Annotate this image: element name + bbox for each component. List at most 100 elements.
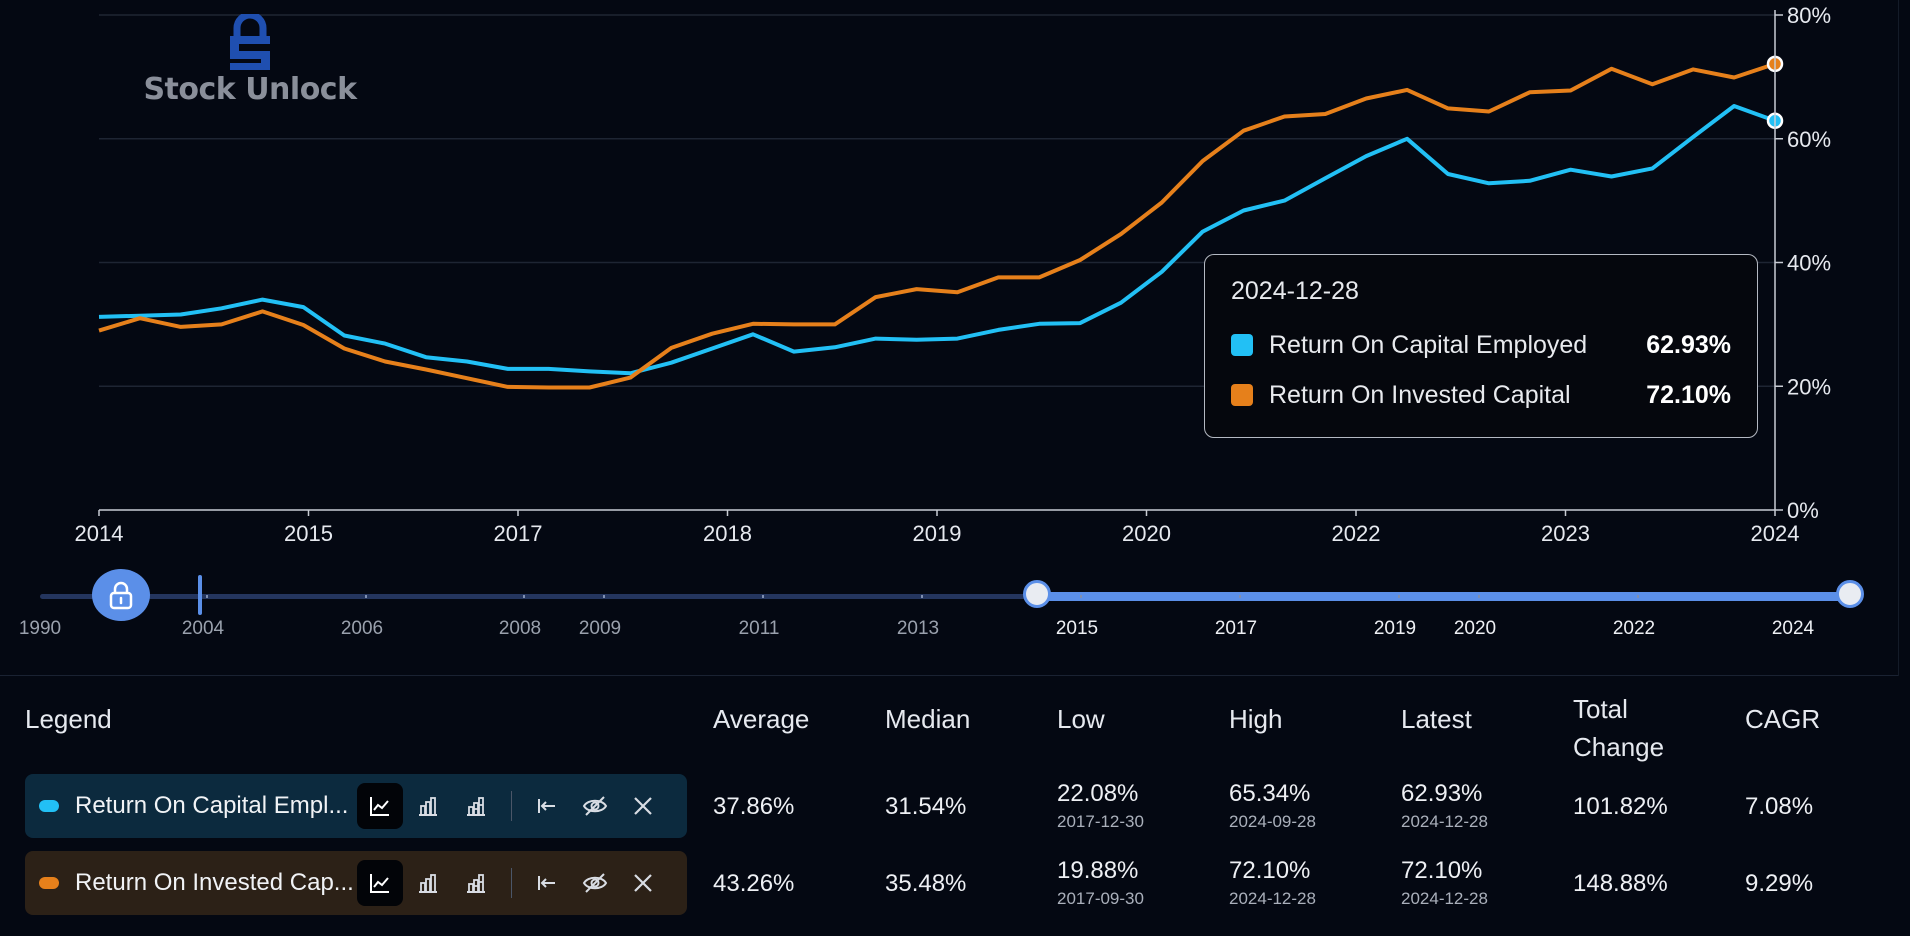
slider-year-label: 2013 [896,618,940,639]
average-value: 37.86% [713,793,795,820]
header-total-change-line2: Change [1573,732,1665,762]
tooltip-row: Return On Capital Employed 62.93% [1231,320,1731,370]
remove-series-button[interactable] [620,783,666,829]
lock-button[interactable] [92,569,150,621]
header-low[interactable]: Low [1057,704,1105,734]
header-legend: Legend [25,704,112,734]
tooltip-date: 2024-12-28 [1231,277,1359,305]
slider-track[interactable] [40,594,1850,599]
slider-year-label: 2011 [738,618,780,639]
section-divider [0,675,1898,676]
slider-tick [921,595,923,598]
y-tick-label: 60% [1787,127,1831,152]
slider-year-label: 1990 [18,618,62,639]
stacked-bar-toggle[interactable] [453,860,499,906]
header-cagr[interactable]: CAGR [1745,704,1821,734]
logo-icon [230,14,270,70]
tooltip-label: Return On Invested Capital [1269,380,1571,409]
header-total-change[interactable]: Total Change [1573,690,1664,766]
lock-icon [109,581,133,610]
cagr-value: 7.08% [1745,793,1814,820]
series-name[interactable]: Return On Invested Cap... [75,869,354,896]
x-tick-label: 2018 [703,521,752,546]
slider-tick [762,595,764,598]
high-value: 72.10% [1229,857,1311,884]
series-line [98,62,1776,390]
x-tick-label: 2014 [75,521,124,546]
slider-year-label: 2019 [1373,618,1417,639]
stock-unlock-logo: Stock Unlock [140,14,360,107]
slider-year-label: 2008 [498,618,542,639]
arrow-to-left-icon [538,876,555,890]
line-chart-icon [370,797,389,816]
legend-row-roic[interactable]: Return On Invested Cap... [25,851,687,915]
low-date: 2017-12-30 [1057,812,1144,831]
header-average[interactable]: Average [713,704,810,734]
slider-tick [1398,595,1400,598]
line-chart[interactable]: 0% 20% 40% 60% 80% 2014 2015 2017 2018 2019 2020 20… [0,0,1910,560]
slider-year-label: 2020 [1453,618,1497,639]
slider-year-label: 2009 [578,618,622,639]
line-chart-toggle[interactable] [357,860,403,906]
stacked-bar-icon [467,797,485,816]
header-latest[interactable]: Latest [1401,704,1472,734]
line-chart-toggle[interactable] [357,783,403,829]
eye-off-icon [582,873,608,893]
y-tick-label: 0% [1787,498,1819,523]
slider-year-label: 2024 [1771,618,1815,639]
slider-year-label: 2022 [1612,618,1656,639]
chart-axes: 0% 20% 40% 60% 80% 2014 2015 2017 2018 2019 2020 20… [75,3,1832,546]
slider-tick [1239,595,1241,598]
slider-selected-range[interactable] [1037,592,1850,601]
y-tick-label: 20% [1787,374,1831,399]
line-chart-icon [370,874,389,893]
series-name[interactable]: Return On Capital Empl... [75,792,349,819]
header-high[interactable]: High [1229,704,1283,734]
remove-series-button[interactable] [620,860,666,906]
move-axis-button[interactable] [524,860,570,906]
stacked-bar-toggle[interactable] [453,783,499,829]
median-value: 31.54% [885,793,967,820]
x-tick-label: 2022 [1332,521,1381,546]
high-value: 65.34% [1229,780,1311,807]
bar-chart-icon [419,797,437,816]
slider-tick [365,595,367,598]
slider-tick [523,595,525,598]
slider-tick [1478,595,1480,598]
average-value: 43.26% [713,870,795,897]
bar-chart-toggle[interactable] [405,783,451,829]
panel-border [1898,0,1899,676]
latest-value: 62.93% [1401,780,1483,807]
median-value: 35.48% [885,870,967,897]
bar-chart-toggle[interactable] [405,860,451,906]
chart-tooltip: 2024-12-28 Return On Capital Employed 62… [1204,254,1758,438]
low-value: 19.88% [1057,857,1139,884]
header-total-change-line1: Total [1573,694,1628,724]
move-axis-button[interactable] [524,783,570,829]
date-range-slider[interactable]: 1990 2004 2006 2008 2009 2011 2013 2015 2017 2019… [0,560,1910,640]
slider-end-handle[interactable] [1836,580,1864,608]
hide-series-button[interactable] [572,783,618,829]
slider-start-handle[interactable] [1023,580,1051,608]
slider-year-label: 2017 [1214,618,1258,639]
control-separator [511,791,512,821]
low-date: 2017-09-30 [1057,889,1144,908]
slider-tick [603,595,605,598]
cagr-value: 9.29% [1745,870,1814,897]
latest-date: 2024-12-28 [1401,889,1488,908]
legend-row-roce[interactable]: Return On Capital Empl... [25,774,687,838]
tooltip-swatch [1231,384,1253,406]
slider-year-label: 2006 [340,618,384,639]
tooltip-row: Return On Invested Capital 72.10% [1231,370,1731,420]
control-separator [511,868,512,898]
tooltip-value: 62.93% [1646,330,1731,359]
header-median[interactable]: Median [885,704,971,734]
x-tick-label: 2023 [1541,521,1590,546]
hide-series-button[interactable] [572,860,618,906]
high-date: 2024-12-28 [1229,889,1316,908]
x-tick-label: 2015 [284,521,333,546]
slider-year-label: 2015 [1055,618,1099,639]
slider-year-label: 2004 [181,618,225,639]
slider-lock-marker[interactable] [198,575,202,615]
x-tick-label: 2019 [913,521,962,546]
